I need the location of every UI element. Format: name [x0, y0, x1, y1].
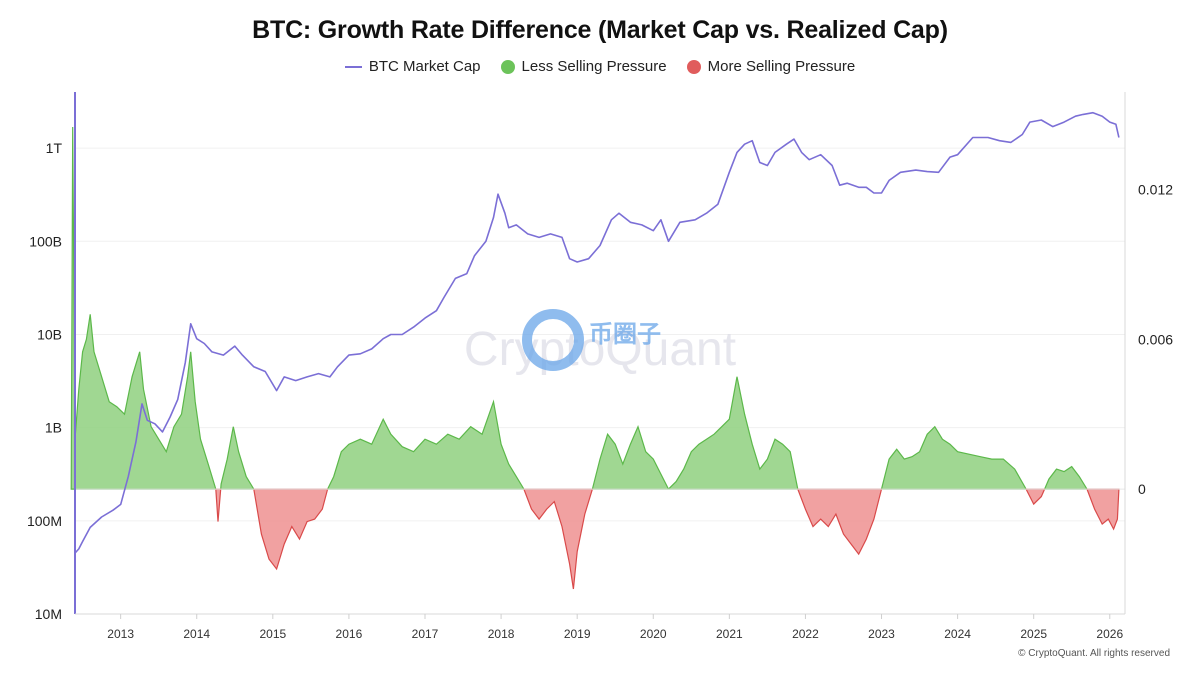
watermark-logo-icon [522, 309, 584, 371]
y-left-tick-label: 100B [29, 233, 62, 249]
chart-title: BTC: Growth Rate Difference (Market Cap … [252, 16, 948, 44]
legend-label-market-cap: BTC Market Cap [368, 58, 481, 75]
btc-market-cap-line [74, 111, 1120, 554]
red-dot-icon [686, 59, 701, 74]
x-tick-label: 2025 [1020, 627, 1047, 641]
legend-item-market-cap[interactable]: BTC Market Cap [344, 58, 481, 75]
copyright-notice: © CryptoQuant. All rights reserved [1018, 648, 1170, 659]
legend-item-more-selling[interactable]: More Selling Pressure [686, 58, 856, 75]
chart-legend: BTC Market Cap Less Selling Pressure Mor… [0, 58, 1200, 75]
legend-label-less-selling: Less Selling Pressure [521, 58, 667, 75]
x-tick-label: 2016 [336, 627, 363, 641]
y-right-tick-label: 0.006 [1138, 331, 1173, 347]
x-tick-label: 2014 [183, 627, 210, 641]
x-tick-label: 2022 [792, 627, 819, 641]
less-selling-area [70, 126, 1089, 490]
x-tick-label: 2017 [412, 627, 439, 641]
watermark-cn-text: 币圈子 [589, 320, 661, 348]
x-tick-label: 2023 [868, 627, 895, 641]
x-tick-label: 2013 [107, 627, 134, 641]
x-tick-label: 2020 [640, 627, 667, 641]
legend-label-more-selling: More Selling Pressure [707, 58, 856, 75]
line-swatch-icon [344, 65, 362, 68]
x-tick-label: 2024 [944, 627, 971, 641]
y-right-tick-label: 0.012 [1138, 181, 1173, 197]
x-tick-label: 2026 [1096, 627, 1123, 641]
x-tick-label: 2019 [564, 627, 591, 641]
y-left-tick-label: 1T [46, 140, 63, 156]
y-left-tick-label: 10M [35, 606, 62, 622]
y-left-tick-label: 10B [37, 326, 62, 342]
more-selling-area [215, 488, 1120, 590]
x-tick-label: 2015 [259, 627, 286, 641]
y-left-tick-label: 1B [45, 420, 62, 436]
green-dot-icon [500, 59, 515, 74]
y-right-tick-label: 0 [1138, 481, 1146, 497]
y-left-tick-label: 100M [27, 513, 62, 529]
x-tick-label: 2018 [488, 627, 515, 641]
x-tick-label: 2021 [716, 627, 743, 641]
legend-item-less-selling[interactable]: Less Selling Pressure [500, 58, 667, 75]
watermark-text: CryptoQuant [464, 323, 736, 376]
